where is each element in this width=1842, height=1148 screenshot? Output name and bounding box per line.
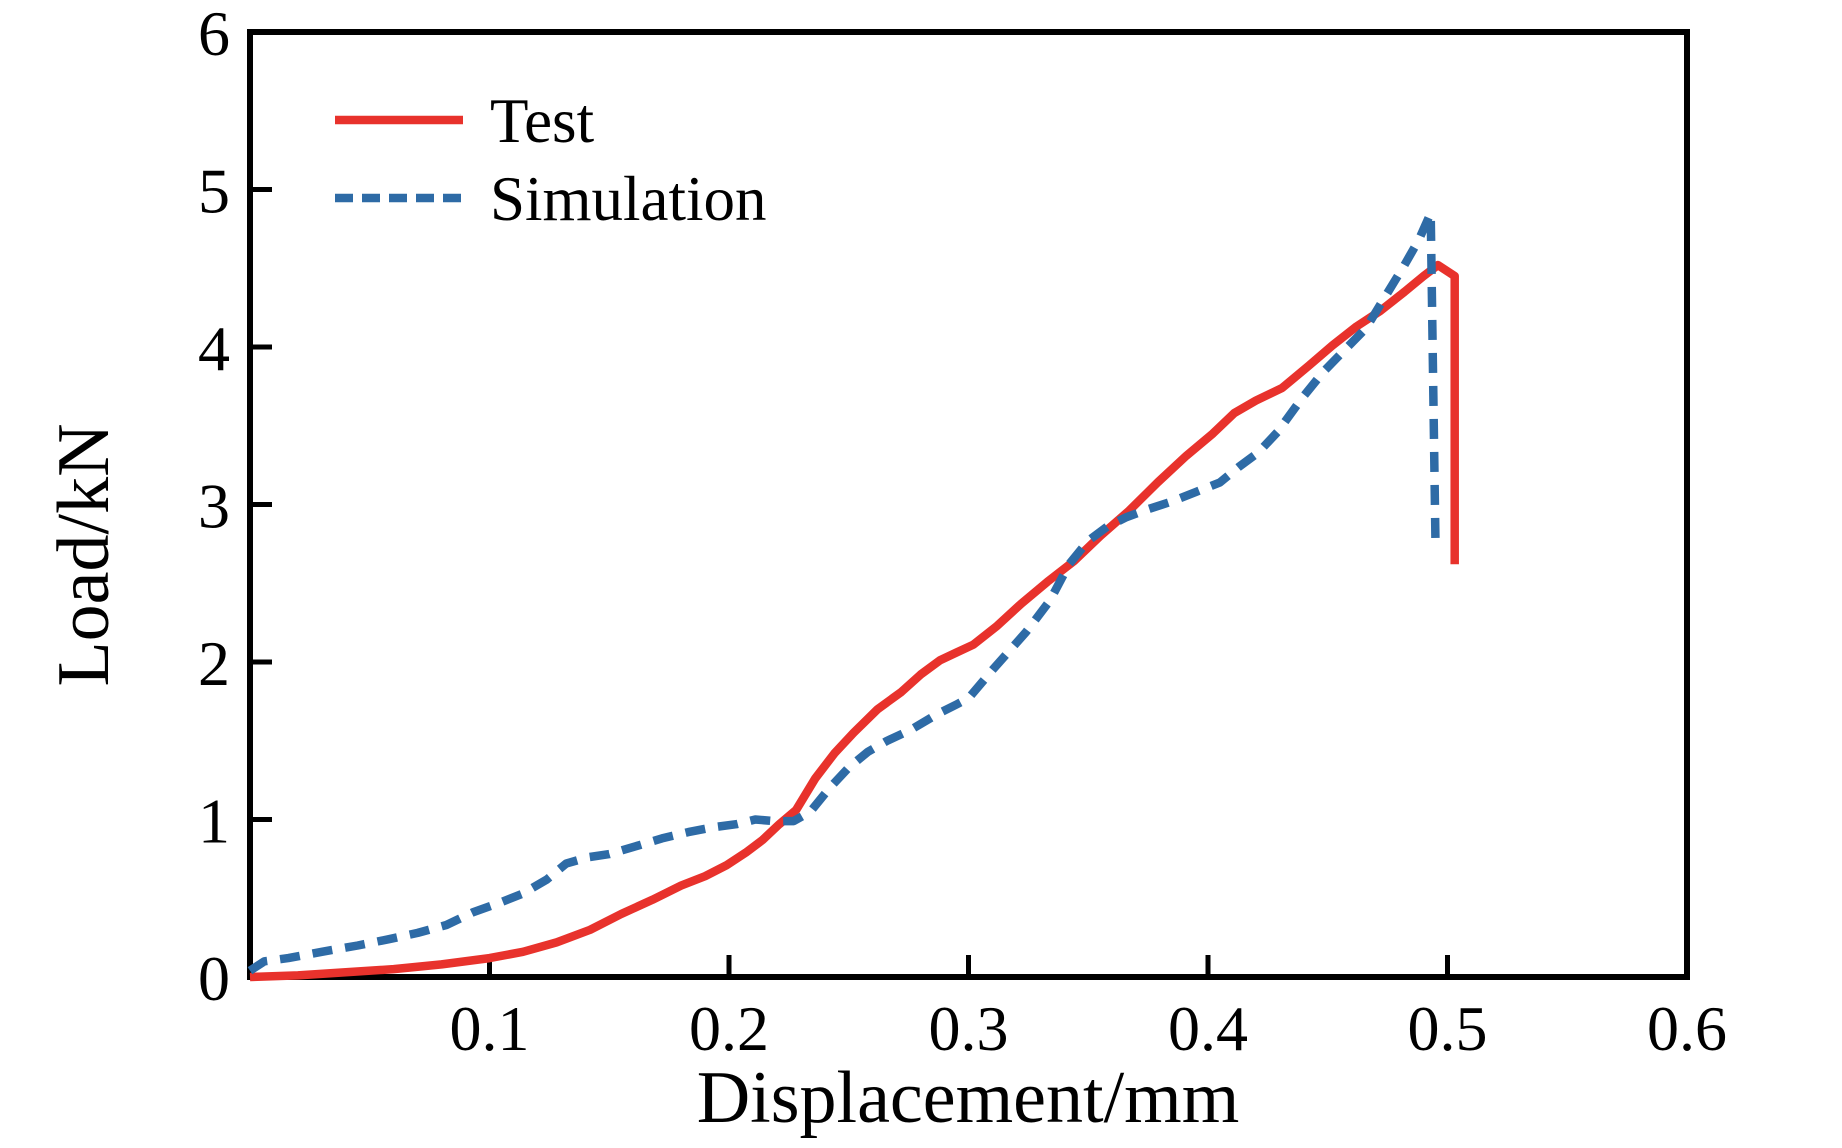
- series-line-test: [249, 260, 1459, 982]
- y-tick-label: 6: [198, 0, 230, 69]
- x-axis-ticks: 0.1 0.2 0.3 0.4 0.5 0.6: [450, 955, 1727, 1064]
- y-tick-label: 2: [198, 628, 230, 699]
- data-series: [247, 208, 1459, 982]
- x-tick-label: 0.2: [689, 993, 769, 1064]
- x-axis-label: Displacement/mm: [697, 1057, 1240, 1139]
- y-tick-label: 1: [198, 786, 230, 857]
- y-axis-label: Load/kN: [43, 423, 125, 686]
- series-line-simulation: [247, 208, 1440, 975]
- x-tick-label: 0.4: [1168, 993, 1248, 1064]
- y-axis-ticks: 0 1 2 3 4 5 6: [198, 0, 272, 1014]
- x-tick-label: 0.5: [1408, 993, 1488, 1064]
- legend-label-simulation: Simulation: [490, 164, 767, 234]
- x-tick-label: 0.6: [1647, 993, 1727, 1064]
- y-tick-label: 0: [198, 943, 230, 1014]
- y-tick-label: 4: [198, 313, 230, 384]
- legend: Test Simulation: [335, 86, 767, 234]
- plot-border: [247, 29, 1690, 980]
- y-tick-label: 3: [198, 471, 230, 542]
- y-tick-label: 5: [198, 156, 230, 227]
- x-tick-label: 0.3: [929, 993, 1009, 1064]
- legend-label-test: Test: [490, 86, 595, 156]
- x-tick-label: 0.1: [450, 993, 530, 1064]
